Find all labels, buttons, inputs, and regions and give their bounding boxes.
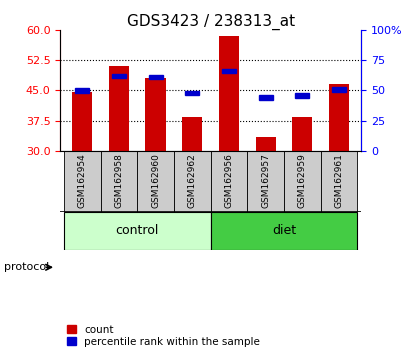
Bar [185, 91, 199, 95]
Bar [256, 137, 276, 151]
Text: GSM162958: GSM162958 [115, 153, 123, 208]
Bar [75, 88, 89, 93]
Text: GSM162957: GSM162957 [261, 153, 270, 208]
Text: GSM162956: GSM162956 [225, 153, 234, 208]
Bar [329, 84, 349, 151]
Bar [247, 151, 284, 212]
Text: GSM162954: GSM162954 [78, 153, 87, 208]
Bar [112, 74, 126, 78]
Bar [137, 151, 174, 212]
Title: GDS3423 / 238313_at: GDS3423 / 238313_at [127, 14, 295, 30]
Bar [72, 92, 92, 151]
Bar [332, 87, 346, 92]
Bar [211, 212, 357, 250]
Bar [100, 151, 137, 212]
Text: protocol: protocol [4, 262, 49, 272]
Bar [64, 212, 211, 250]
Bar [182, 116, 203, 151]
Bar [295, 93, 309, 98]
Bar [321, 151, 357, 212]
Legend: count, percentile rank within the sample: count, percentile rank within the sample [66, 322, 262, 349]
Text: GSM162961: GSM162961 [334, 153, 344, 208]
Text: GSM162962: GSM162962 [188, 153, 197, 208]
Bar [284, 151, 321, 212]
Bar [259, 95, 273, 100]
Text: diet: diet [272, 224, 296, 238]
Bar [174, 151, 210, 212]
Bar [222, 69, 236, 73]
Bar [149, 75, 163, 79]
Text: control: control [115, 224, 159, 238]
Bar [219, 36, 239, 151]
Bar [292, 116, 312, 151]
Bar [211, 151, 247, 212]
Bar [109, 66, 129, 151]
Bar [64, 151, 100, 212]
Bar [146, 78, 166, 151]
Text: GSM162960: GSM162960 [151, 153, 160, 208]
Text: GSM162959: GSM162959 [298, 153, 307, 208]
